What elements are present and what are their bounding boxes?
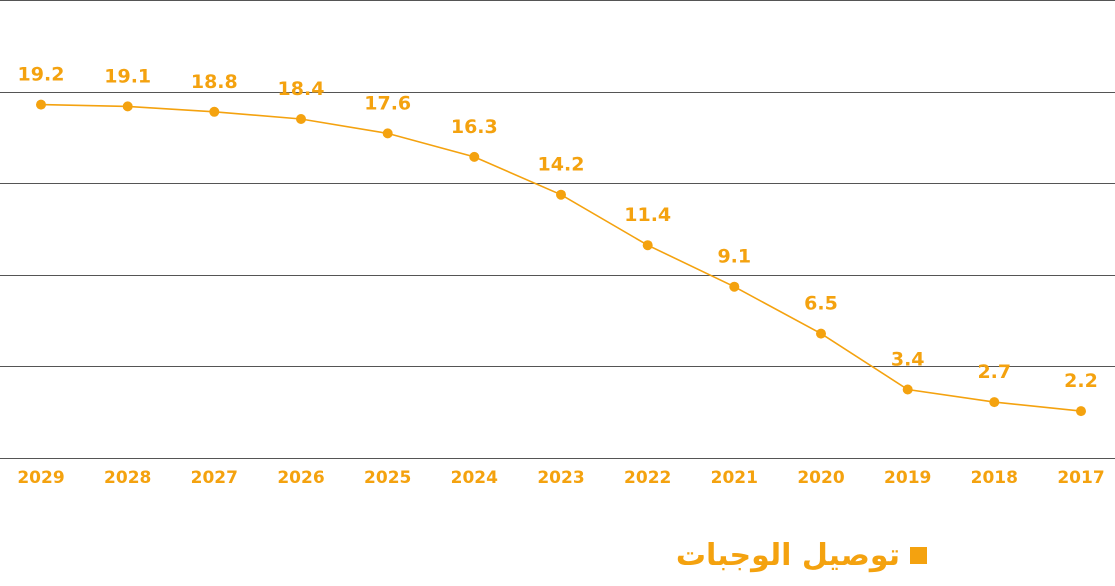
data-label-2019: 3.4 <box>891 349 925 371</box>
x-tick-label-2026: 2026 <box>277 468 324 488</box>
data-point-2023 <box>556 189 566 200</box>
x-tick-label-2024: 2024 <box>451 468 498 488</box>
data-label-2024: 16.3 <box>451 116 498 138</box>
data-point-2025 <box>382 128 393 139</box>
gridlines <box>0 0 1115 459</box>
data-label-2028: 19.1 <box>104 65 151 87</box>
x-tick-label-2018: 2018 <box>971 468 1018 488</box>
data-label-2021: 9.1 <box>717 246 751 268</box>
x-tick-label-2027: 2027 <box>191 468 238 488</box>
data-label-2025: 17.6 <box>364 92 411 114</box>
legend-swatch-square-icon <box>910 547 927 564</box>
x-tick-label-2023: 2023 <box>537 468 584 488</box>
data-point-2021 <box>729 281 740 292</box>
x-tick-label-2028: 2028 <box>104 468 151 488</box>
x-tick-label-2020: 2020 <box>797 468 844 488</box>
data-label-2022: 11.4 <box>624 204 671 226</box>
data-label-2027: 18.8 <box>191 71 238 93</box>
data-labels: 19.2 19.1 18.8 18.4 17.6 16.3 14.2 11.4 9.1 6.5 3.… <box>18 64 1098 393</box>
data-point-2029 <box>36 99 46 110</box>
legend-label: توصيل الوجبات <box>675 538 900 573</box>
data-point-2024 <box>469 151 480 162</box>
data-point-2026 <box>296 114 306 124</box>
data-point-2020 <box>816 328 826 339</box>
series-group <box>40 103 1082 412</box>
x-tick-label-2019: 2019 <box>884 468 931 488</box>
data-point-2028 <box>122 101 133 112</box>
data-point-2027 <box>209 106 220 117</box>
legend: توصيل الوجبات <box>676 538 927 573</box>
data-label-2020: 6.5 <box>804 293 838 315</box>
x-tick-label-2025: 2025 <box>364 468 411 488</box>
series-line <box>40 103 1082 412</box>
x-tick-label-2029: 2029 <box>17 468 64 488</box>
data-point-2022 <box>642 240 653 251</box>
data-label-2026: 18.4 <box>278 78 325 100</box>
data-point-2017 <box>1076 406 1086 417</box>
data-label-2017: 2.2 <box>1064 370 1098 392</box>
x-tick-label-2021: 2021 <box>711 468 758 488</box>
data-point-2019 <box>902 384 913 395</box>
data-label-2018: 2.7 <box>977 361 1011 383</box>
x-axis-ticks: 2029 2028 2027 2026 2025 2024 2023 2022 2021 2020… <box>17 468 1104 488</box>
data-point-2018 <box>989 397 1000 408</box>
x-tick-label-2022: 2022 <box>624 468 671 488</box>
x-tick-label-2017: 2017 <box>1057 468 1104 488</box>
data-label-2023: 14.2 <box>538 154 585 176</box>
data-label-2029: 19.2 <box>18 64 65 86</box>
data-points <box>36 99 1086 417</box>
